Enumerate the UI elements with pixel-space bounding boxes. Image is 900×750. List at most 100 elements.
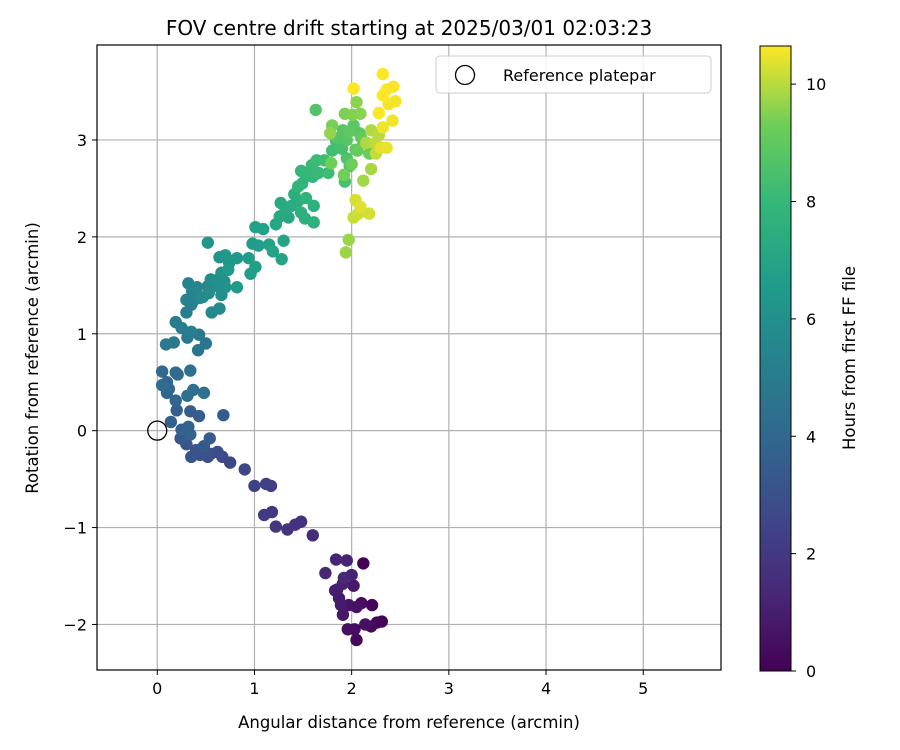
data-point: [350, 633, 363, 647]
legend: Reference platepar: [435, 55, 712, 94]
data-point: [238, 463, 251, 476]
data-point: [351, 144, 364, 157]
data-point: [336, 608, 350, 621]
x-tick-label: 4: [541, 679, 551, 698]
data-point: [372, 106, 386, 120]
colorbar-gradient: [759, 45, 792, 672]
x-tick-label: 5: [638, 679, 648, 698]
x-tick-label: 2: [347, 679, 357, 698]
colorbar-tick-label: 10: [806, 75, 826, 94]
data-point: [337, 571, 351, 585]
data-point: [341, 623, 354, 636]
colorbar-tick-label: 2: [806, 545, 816, 564]
data-point: [334, 598, 348, 612]
colorbar-tick-label: 4: [806, 427, 816, 446]
data-point: [266, 245, 280, 258]
legend-label: Reference platepar: [503, 66, 656, 85]
data-point: [345, 157, 358, 171]
data-point: [360, 136, 373, 150]
data-point: [329, 553, 343, 566]
data-point: [219, 281, 232, 294]
x-tick-label: 0: [152, 679, 162, 698]
data-point: [319, 566, 332, 580]
data-point: [203, 432, 216, 445]
x-tick-label: 3: [444, 679, 454, 698]
data-point: [164, 415, 178, 429]
data-point: [184, 405, 197, 418]
y-tick-label: 0: [77, 422, 87, 441]
colorbar-ticks: 0 2 4 6 8 10: [791, 75, 826, 681]
data-point: [184, 428, 197, 441]
data-point: [242, 251, 255, 265]
data-point: [309, 103, 322, 117]
data-point: [275, 252, 288, 266]
data-point: [201, 236, 215, 249]
data-point: [299, 191, 313, 205]
data-point: [291, 180, 305, 193]
data-point: [389, 95, 402, 108]
data-point: [324, 126, 337, 140]
data-point: [347, 82, 360, 95]
plot-frame: [96, 44, 722, 671]
data-point: [277, 234, 290, 247]
data-point: [364, 162, 378, 176]
data-point: [197, 386, 211, 400]
data-point: [342, 233, 355, 246]
y-axis-label: Rotation from reference (arcmin): [23, 222, 42, 494]
data-point: [359, 618, 372, 631]
data-point: [167, 336, 180, 349]
y-tick-label: 3: [77, 131, 87, 150]
data-point: [185, 325, 198, 339]
data-point: [312, 166, 325, 180]
data-point: [219, 249, 232, 262]
data-point: [387, 80, 400, 93]
data-point: [259, 477, 273, 491]
data-point: [340, 554, 353, 567]
data-point: [307, 199, 320, 213]
data-point: [169, 394, 182, 407]
data-point: [357, 557, 370, 570]
data-point: [325, 157, 338, 170]
y-tick-label: 1: [77, 325, 87, 344]
data-point: [376, 121, 389, 134]
legend-marker-open-circle: [454, 64, 476, 86]
data-point: [199, 337, 213, 350]
data-point: [354, 107, 367, 120]
data-point: [322, 166, 335, 180]
data-point: [269, 520, 283, 533]
data-point: [230, 281, 244, 294]
data-point: [307, 216, 320, 229]
data-point: [185, 450, 198, 464]
data-point: [347, 579, 360, 592]
data-point: [365, 598, 379, 612]
data-point: [155, 365, 169, 378]
reference-platepar-circle: [147, 420, 168, 441]
data-point: [357, 174, 370, 187]
data-point: [306, 529, 319, 542]
data-point: [354, 200, 367, 214]
data-point: [362, 207, 376, 220]
data-point: [217, 408, 230, 422]
colorbar-tick-label: 0: [806, 662, 816, 681]
data-point: [257, 222, 270, 236]
data-point: [184, 364, 197, 377]
data-point: [222, 263, 235, 277]
data-point: [376, 67, 389, 81]
y-tick-label: 2: [77, 228, 87, 247]
data-point: [187, 383, 200, 397]
data-point: [343, 125, 356, 138]
data-point: [339, 246, 353, 259]
data-point: [155, 378, 169, 392]
y-tick-label: −2: [63, 615, 87, 634]
x-axis-ticks: 0 1 2 3 4 5: [152, 670, 648, 698]
data-point: [380, 141, 393, 154]
data-point: [257, 508, 271, 522]
data-point: [350, 95, 363, 109]
colorbar-tick-label: 8: [806, 193, 816, 212]
data-point: [248, 479, 261, 493]
chart-title: FOV centre drift starting at 2025/03/01 …: [166, 16, 652, 40]
data-point: [170, 404, 183, 417]
data-point: [202, 286, 215, 300]
data-point: [281, 523, 294, 536]
